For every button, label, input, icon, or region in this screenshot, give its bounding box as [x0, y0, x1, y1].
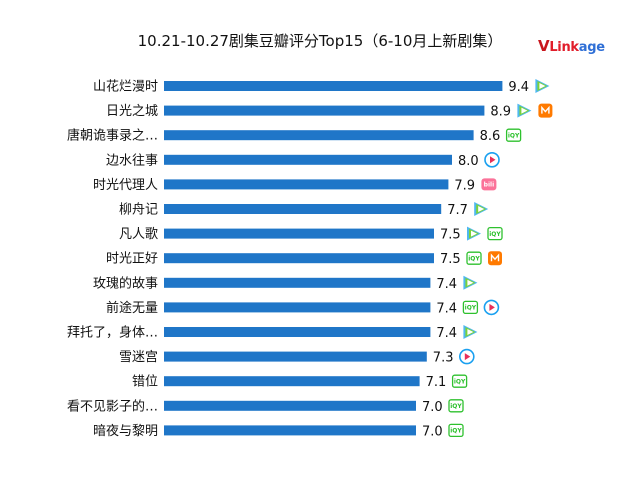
bar: [164, 105, 485, 116]
svg-text:bili: bili: [484, 182, 494, 189]
bar-row: 暗夜与黎明 7.0 iQY: [93, 423, 464, 439]
iqiyi-icon: iQY: [466, 251, 482, 265]
svg-text:iQY: iQY: [465, 305, 477, 312]
svg-text:iQY: iQY: [454, 378, 466, 385]
bar: [164, 351, 427, 362]
bar-row: 拜托了，身体… 7.4: [67, 325, 478, 341]
tencent-video-icon: [535, 79, 550, 93]
bar: [164, 327, 431, 337]
youku-icon: [483, 299, 500, 316]
tencent-video-icon: [463, 275, 478, 290]
tencent-video-icon: [463, 325, 478, 339]
bar-row: 柳舟记 7.7: [119, 202, 489, 218]
bar: [164, 425, 416, 436]
value-label: 7.7: [447, 203, 468, 218]
vlinkage-logo: VLinkage: [538, 37, 605, 55]
bar-row: 前途无量 7.4 iQY: [106, 299, 500, 316]
svg-text:iQY: iQY: [508, 132, 520, 139]
value-label: 8.6: [480, 129, 501, 144]
mango-tv-icon: [538, 103, 553, 118]
svg-text:iQY: iQY: [450, 403, 462, 410]
bar-row: 看不见影子的… 7.0 iQY: [67, 398, 464, 415]
category-label: 错位: [132, 375, 158, 390]
bar-row: 玫瑰的故事 7.4: [93, 275, 478, 292]
svg-text:iQY: iQY: [489, 231, 501, 238]
mango-tv-icon: [488, 251, 502, 266]
category-label: 柳舟记: [119, 203, 158, 218]
iqiyi-icon: iQY: [462, 300, 479, 315]
bar-row: 唐朝诡事录之… 8.6 iQY: [67, 128, 522, 144]
tencent-video-icon: [467, 226, 481, 241]
tencent-video-icon: [517, 103, 532, 118]
iqiyi-icon: iQY: [451, 374, 468, 388]
bar-row: 时光正好 7.5 iQY: [106, 251, 502, 267]
bar: [164, 376, 420, 387]
category-label: 前途无量: [106, 300, 158, 316]
iqiyi-icon: iQY: [448, 423, 464, 438]
value-label: 7.3: [433, 351, 454, 366]
bar-row: 时光代理人 7.9 bili: [93, 178, 497, 193]
bar-row: 凡人歌 7.5 iQY: [119, 226, 503, 243]
iqiyi-icon: iQY: [505, 128, 522, 142]
value-label: 7.0: [422, 400, 443, 415]
value-label: 7.4: [436, 301, 457, 316]
category-label: 玫瑰的故事: [93, 275, 158, 291]
bilibili-icon: bili: [481, 178, 497, 191]
category-label: 时光代理人: [93, 178, 158, 193]
value-label: 7.4: [436, 326, 457, 341]
bar: [164, 302, 431, 313]
category-label: 山花烂漫时: [93, 79, 158, 95]
bar-row: 错位 7.1 iQY: [132, 374, 468, 390]
tencent-video-icon: [474, 202, 489, 216]
value-label: 7.1: [426, 375, 447, 390]
bar: [164, 253, 434, 264]
bar: [164, 154, 452, 165]
bar-row: 山花烂漫时 9.4: [93, 79, 550, 95]
bar-row: 日光之城 8.9: [106, 103, 553, 120]
bar: [164, 179, 449, 190]
iqiyi-icon: iQY: [487, 226, 503, 241]
bar: [164, 130, 474, 141]
category-label: 暗夜与黎明: [93, 424, 158, 439]
category-label: 唐朝诡事录之…: [67, 128, 158, 144]
iqiyi-icon: iQY: [448, 399, 464, 413]
svg-text:iQY: iQY: [468, 255, 480, 262]
category-label: 日光之城: [106, 104, 158, 119]
value-label: 7.9: [454, 178, 475, 193]
value-label: 7.4: [436, 277, 457, 292]
bar: [164, 81, 503, 91]
value-label: 7.5: [440, 228, 461, 243]
category-label: 凡人歌: [119, 227, 158, 242]
value-label: 8.9: [490, 105, 511, 120]
category-label: 时光正好: [106, 252, 158, 267]
value-label: 7.5: [440, 252, 461, 267]
category-label: 看不见影子的…: [67, 398, 158, 414]
value-label: 8.0: [458, 154, 479, 169]
youku-icon: [484, 152, 500, 168]
svg-text:iQY: iQY: [450, 428, 462, 435]
category-label: 拜托了，身体…: [67, 325, 158, 341]
bar: [164, 400, 416, 411]
value-label: 9.4: [508, 80, 529, 95]
bar-row: 边水往事 8.0: [106, 152, 500, 169]
bar: [164, 204, 442, 214]
category-label: 雪迷宫: [119, 350, 158, 365]
youku-icon: [458, 348, 475, 365]
chart-title: 10.21-10.27剧集豆瓣评分Top15（6-10月上新剧集）: [137, 32, 503, 50]
bar: [164, 277, 431, 288]
category-label: 边水往事: [106, 153, 158, 168]
bar: [164, 228, 434, 239]
value-label: 7.0: [422, 424, 443, 439]
bar-row: 雪迷宫 7.3: [119, 348, 475, 366]
